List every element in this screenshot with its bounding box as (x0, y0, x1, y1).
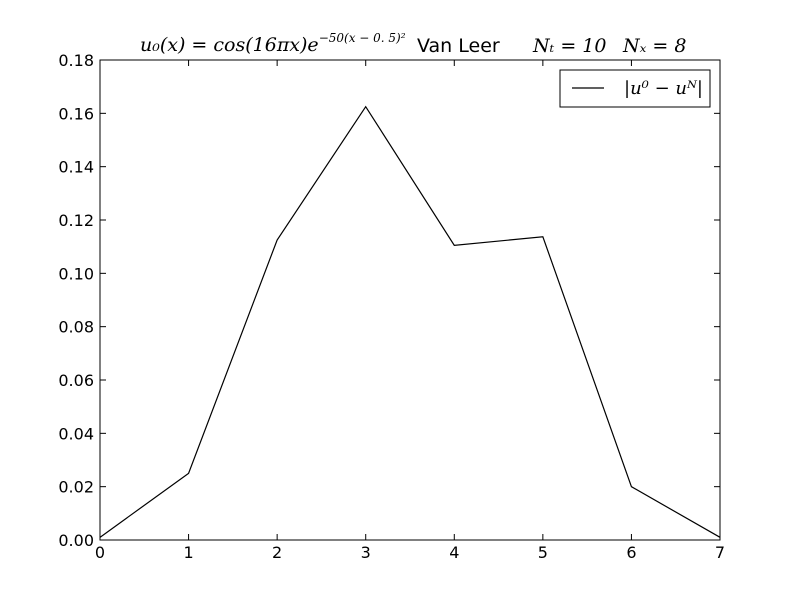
title-nx: Nₓ = 8 (622, 35, 686, 57)
y-tick-label: 0.02 (58, 478, 94, 497)
y-tick-label: 0.16 (58, 104, 94, 123)
title-nt: Nₜ = 10 (532, 35, 607, 57)
y-tick-label: 0.14 (58, 158, 94, 177)
x-tick-label: 0 (95, 543, 105, 562)
tick-marks (99, 59, 721, 541)
x-tick-label: 6 (626, 543, 636, 562)
y-tick-label: 0.08 (58, 318, 94, 337)
y-tick-label: 0.12 (58, 211, 94, 230)
tick-labels: 0 1 2 3 4 5 6 7 0.00 0.02 0.04 0.06 0.08 0.10 0.12 0.14… (58, 51, 725, 562)
legend-label: |u⁰ − uᴺ| (624, 78, 703, 99)
title-method: Van Leer (417, 35, 500, 57)
y-tick-label: 0.04 (58, 424, 94, 443)
legend: |u⁰ − uᴺ| (559, 69, 711, 108)
plot-frame (99, 59, 721, 541)
x-tick-label: 5 (538, 543, 548, 562)
y-tick-label: 0.18 (58, 51, 94, 70)
series-layer (99, 105, 721, 538)
title-formula: u₀(x) = cos(16πx)e−50(x − 0. 5)² (140, 31, 406, 56)
x-tick-label: 1 (183, 543, 193, 562)
y-tick-label: 0.10 (58, 264, 94, 283)
x-tick-label: 4 (449, 543, 459, 562)
x-tick-label: 7 (715, 543, 725, 562)
y-tick-label: 0.00 (58, 531, 94, 550)
x-tick-label: 2 (272, 543, 282, 562)
x-tick-label: 3 (361, 543, 371, 562)
y-tick-label: 0.06 (58, 371, 94, 390)
series-line (99, 105, 721, 538)
